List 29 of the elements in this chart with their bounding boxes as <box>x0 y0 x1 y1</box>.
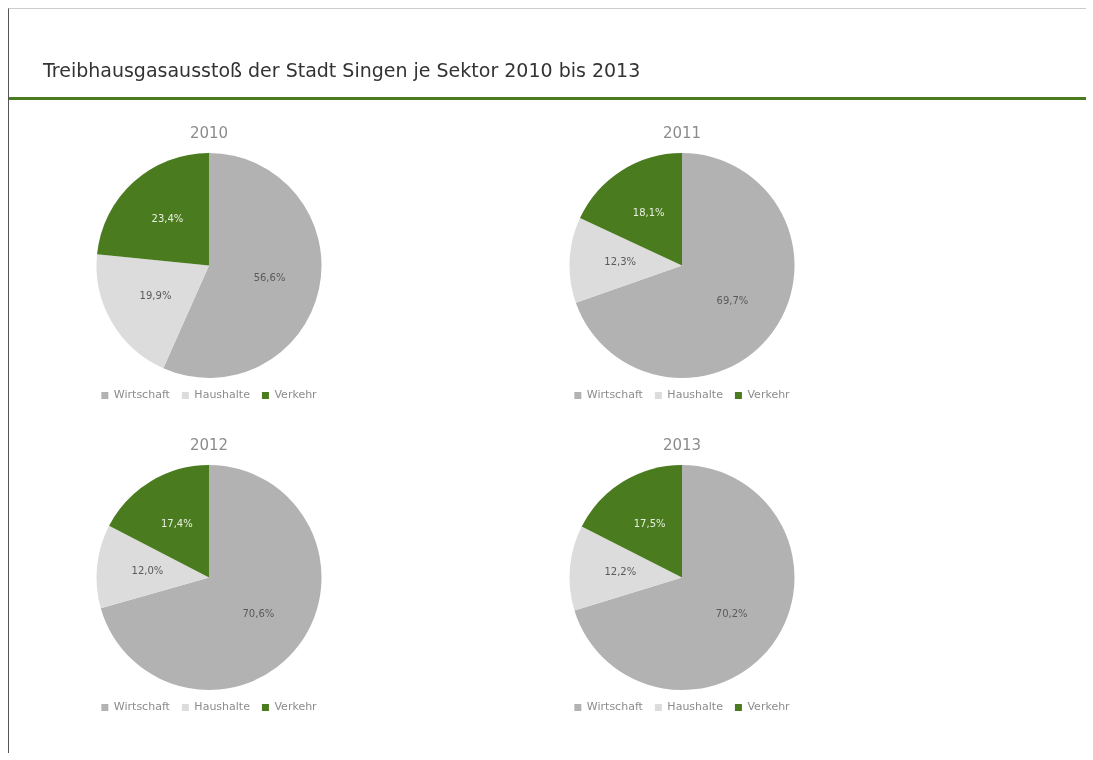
data-label: 17,4% <box>160 518 193 530</box>
data-label: 70,2% <box>715 607 748 619</box>
data-label: 18,1% <box>632 206 665 218</box>
chart-title: 2013 <box>662 435 702 454</box>
data-label: 69,7% <box>716 294 749 306</box>
data-label: 19,9% <box>139 290 172 302</box>
legend-label: Haushalte <box>194 388 251 402</box>
data-label: 23,4% <box>151 213 184 225</box>
legend-label: Haushalte <box>194 700 251 714</box>
data-label: 17,5% <box>633 518 666 530</box>
chart-title: 2011 <box>662 123 702 142</box>
legend-label: Verkehr <box>274 700 318 714</box>
legend-label: Wirtschaft <box>113 700 171 714</box>
data-label: 12,2% <box>604 565 637 577</box>
legend-label: Wirtschaft <box>113 388 171 402</box>
legend-label: Haushalte <box>667 700 724 714</box>
legend-label: Wirtschaft <box>586 388 644 402</box>
data-label: 56,6% <box>253 271 286 283</box>
data-label: 12,3% <box>604 256 637 268</box>
legend-label: Wirtschaft <box>586 700 644 714</box>
data-label: 70,6% <box>242 608 275 620</box>
chart-title: 2012 <box>189 435 229 454</box>
chart-title: 2010 <box>189 123 229 142</box>
legend-label: Verkehr <box>274 388 318 402</box>
legend-label: Haushalte <box>667 388 724 402</box>
data-label: 12,0% <box>131 564 164 576</box>
legend-label: Verkehr <box>747 700 791 714</box>
text: Treibhausgasausstoß der Stadt Singen je Sektor 2010 bis 2013 <box>43 59 641 81</box>
legend-label: Verkehr <box>747 388 791 402</box>
